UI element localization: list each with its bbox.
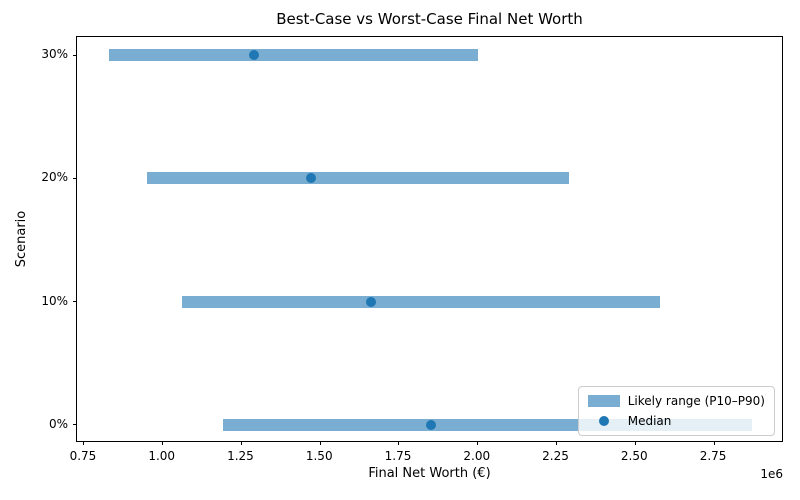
x-tick-label: 2.75 bbox=[699, 449, 727, 463]
legend-entry-range: Likely range (P10–P90) bbox=[587, 392, 765, 410]
x-tick-label: 1.25 bbox=[227, 449, 254, 463]
median-dot-swatch bbox=[588, 415, 620, 427]
y-tick-label: 0% bbox=[48, 416, 68, 431]
x-tick-label: 0.75 bbox=[69, 449, 97, 463]
median-dot-icon bbox=[598, 416, 609, 426]
x-tick-mark bbox=[477, 441, 479, 445]
legend-entry-median: Median bbox=[588, 412, 765, 430]
x-tick-mark bbox=[83, 441, 85, 445]
x-tick-mark bbox=[556, 441, 558, 445]
x-tick-mark bbox=[240, 441, 242, 445]
x-tick-label: 1.50 bbox=[305, 449, 333, 463]
median-dot-30% bbox=[249, 50, 260, 61]
legend: Likely range (P10–P90) Median bbox=[577, 386, 775, 436]
range-bar-swatch bbox=[587, 395, 620, 407]
median-dot-10% bbox=[365, 296, 376, 307]
x-tick-mark bbox=[634, 441, 636, 445]
chart-title: Best-Case vs Worst-Case Final Net Worth bbox=[276, 10, 583, 28]
axis-offset-label: 1e6 bbox=[760, 467, 783, 481]
x-tick-label: 1.75 bbox=[384, 449, 412, 463]
range-bar-30% bbox=[109, 49, 478, 62]
plot-area: Likely range (P10–P90) Median bbox=[73, 36, 783, 445]
x-tick-label: 2.25 bbox=[542, 449, 569, 463]
range-bar-10% bbox=[181, 295, 661, 308]
range-bar-20% bbox=[146, 172, 570, 185]
x-tick-label: 2.50 bbox=[620, 449, 648, 463]
bars-layer bbox=[77, 37, 782, 441]
y-tick-label: 30% bbox=[41, 47, 68, 62]
x-tick-label: 2.00 bbox=[463, 449, 491, 463]
x-tick-mark bbox=[319, 441, 321, 445]
x-tick-label: 1.00 bbox=[148, 449, 176, 463]
y-tick-label: 20% bbox=[41, 170, 68, 185]
median-dot-20% bbox=[305, 173, 316, 184]
x-tick-mark bbox=[713, 441, 715, 445]
y-tick-mark bbox=[73, 54, 77, 56]
median-dot-0% bbox=[425, 419, 436, 430]
y-tick-mark bbox=[73, 177, 77, 179]
y-tick-mark bbox=[73, 424, 77, 426]
legend-median-label: Median bbox=[627, 413, 672, 428]
legend-range-label: Likely range (P10–P90) bbox=[627, 393, 765, 408]
x-axis-label: Final Net Worth (€) bbox=[368, 466, 491, 481]
y-axis-label: Scenario bbox=[14, 210, 29, 268]
y-tick-mark bbox=[73, 301, 77, 302]
y-tick-label: 10% bbox=[41, 293, 68, 308]
x-tick-mark bbox=[162, 441, 164, 445]
x-tick-mark bbox=[398, 441, 400, 445]
